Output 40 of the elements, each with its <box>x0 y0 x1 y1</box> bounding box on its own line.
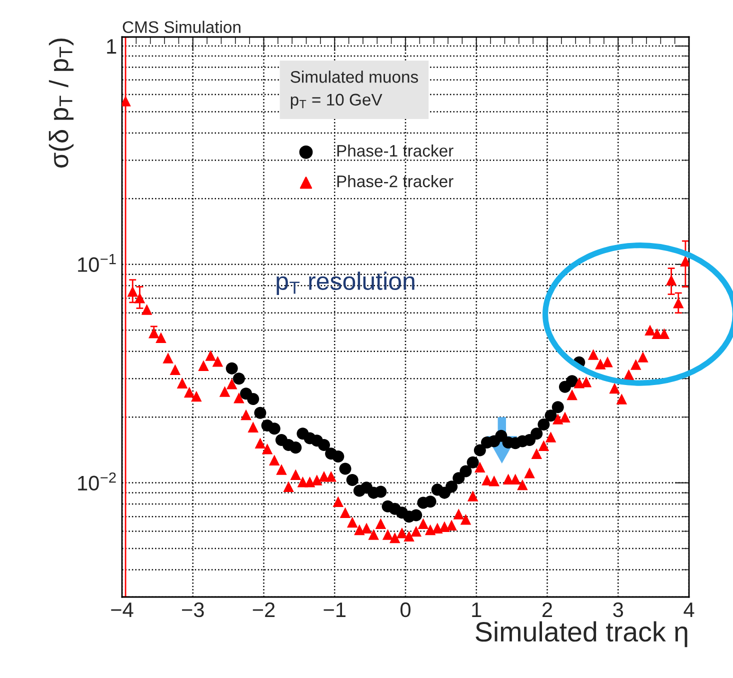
annotation: p$_{T}$ resolution <box>276 272 414 295</box>
point <box>566 375 578 388</box>
x-tick-label: 4 <box>684 602 694 617</box>
point <box>332 450 344 462</box>
point <box>446 480 458 493</box>
point <box>460 465 472 478</box>
x-tick-label: −4 <box>111 602 134 617</box>
point <box>346 474 358 486</box>
x-tick-label: −1 <box>324 602 346 617</box>
point <box>552 401 564 414</box>
x-axis-title: Simulated track η <box>476 621 688 648</box>
point <box>339 462 352 475</box>
y-tick-label: 10$^{−2}$ <box>78 472 116 491</box>
point <box>232 372 245 385</box>
x-tick-label: −2 <box>252 602 275 617</box>
x-tick-label: −3 <box>182 602 204 618</box>
point <box>247 392 260 406</box>
point <box>226 362 238 374</box>
x-tick-label: 2 <box>542 602 552 617</box>
point <box>318 438 330 452</box>
point <box>530 428 543 440</box>
x-tick-label: 1 <box>472 602 482 617</box>
y-tick-label: 10$^{−1}$ <box>78 254 116 272</box>
annotation: Simulated muons p$_{T}$ = 10 GeV <box>290 70 418 109</box>
legend-label: Phase-1 tracker <box>337 144 454 157</box>
point <box>290 442 302 454</box>
point <box>538 418 550 430</box>
x-tick-label: 0 <box>400 602 410 618</box>
legend-label: Phase-2 tracker <box>337 175 454 188</box>
y-tick-label: 1 <box>107 39 116 54</box>
point <box>410 509 422 522</box>
point <box>544 410 557 422</box>
point <box>452 472 465 484</box>
chart-title: CMS Simulation <box>122 20 240 33</box>
point <box>268 422 280 435</box>
point <box>474 444 486 456</box>
point <box>466 456 479 468</box>
point <box>254 406 266 419</box>
x-tick-label: 3 <box>613 602 624 618</box>
y-axis-title: σ(δ p$_{T}$ / p$_{T}$) <box>48 38 74 168</box>
